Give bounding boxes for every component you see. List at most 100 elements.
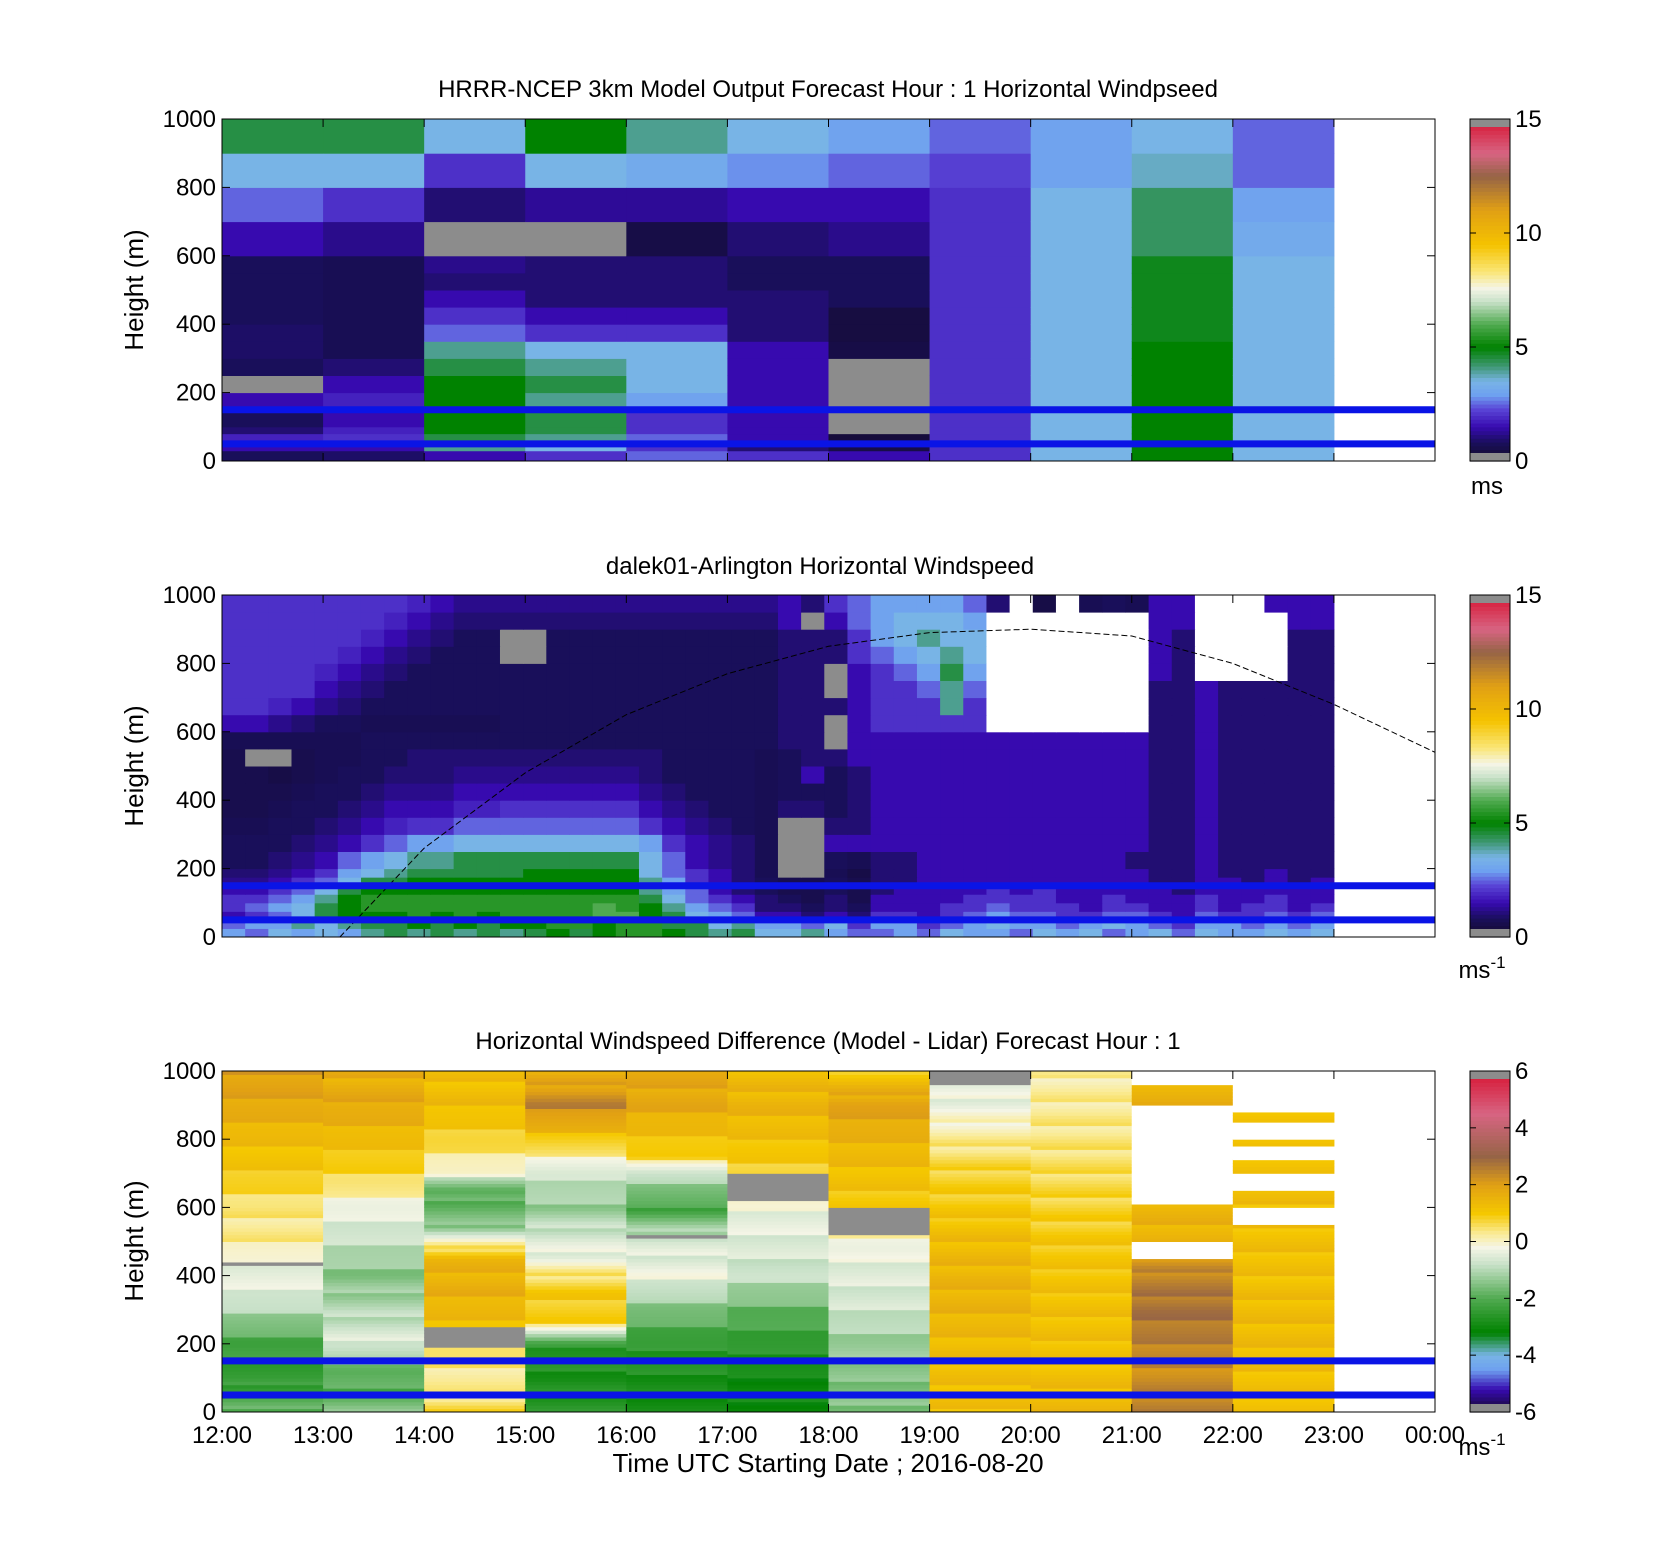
colorbar-segment — [1470, 1347, 1510, 1352]
colorbar-segment — [1470, 1180, 1510, 1186]
heatmap-cell — [1218, 612, 1242, 630]
heatmap-cell — [940, 612, 964, 630]
heatmap-cell — [916, 766, 941, 784]
heatmap-cell — [525, 1105, 627, 1110]
heatmap-cell — [1131, 1289, 1234, 1294]
colorbar-segment — [1470, 183, 1510, 188]
heatmap-cell — [1241, 928, 1265, 937]
heatmap-cell — [986, 817, 1011, 835]
heatmap-cell — [1131, 1193, 1234, 1198]
heatmap-cell — [777, 766, 802, 784]
heatmap-cell — [476, 902, 501, 912]
heatmap-cell — [828, 1343, 931, 1348]
heatmap-cell — [626, 392, 728, 411]
heatmap-cell — [626, 1132, 728, 1137]
heatmap-cell — [828, 1091, 931, 1096]
heatmap-cell — [1030, 1227, 1133, 1232]
heatmap-cell — [1232, 1142, 1335, 1147]
heatmap-cell — [476, 766, 501, 784]
heatmap-cell — [929, 153, 1032, 188]
heatmap-cell — [569, 851, 594, 870]
heatmap-cell — [222, 1071, 324, 1075]
heatmap-cell — [222, 1371, 324, 1375]
heatmap-cell — [727, 1388, 829, 1393]
heatmap-cell — [847, 680, 872, 699]
heatmap-cell — [499, 766, 524, 784]
heatmap-cell — [323, 1128, 425, 1133]
heatmap-cell — [1030, 1203, 1133, 1208]
heatmap-cell — [828, 1186, 931, 1191]
heatmap-cell — [222, 877, 246, 887]
heatmap-cell — [828, 1272, 931, 1277]
heatmap-cell — [525, 450, 627, 461]
heatmap-cell — [638, 731, 663, 750]
heatmap-cell — [731, 697, 756, 716]
heatmap-cell — [929, 1200, 1032, 1205]
heatmap-cell — [708, 714, 733, 733]
heatmap-cell — [1055, 783, 1080, 801]
panel-1-title: HRRR-NCEP 3km Model Output Forecast Hour… — [438, 76, 1218, 103]
heatmap-cell — [323, 153, 425, 188]
panel-2-heatmap — [222, 595, 1335, 937]
heatmap-cell — [1232, 1203, 1335, 1208]
heatmap-cell — [828, 1132, 931, 1137]
heatmap-cell — [929, 1139, 1032, 1144]
heatmap-cell — [929, 1388, 1032, 1393]
heatmap-cell — [1030, 1071, 1133, 1075]
heatmap-cell — [626, 1279, 728, 1283]
heatmap-cell — [523, 928, 547, 937]
heatmap-cell — [430, 919, 455, 929]
heatmap-cell — [1030, 1238, 1133, 1242]
heatmap-cell — [323, 1197, 425, 1202]
heatmap-cell — [727, 1132, 829, 1137]
heatmap-cell — [1125, 800, 1150, 818]
heatmap-cell — [708, 919, 733, 929]
heatmap-cell — [731, 851, 756, 870]
heatmap-cell — [424, 1377, 526, 1382]
heatmap-cell — [424, 1111, 526, 1116]
heatmap-cell — [801, 748, 825, 767]
heatmap-cell — [1218, 894, 1242, 904]
heatmap-cell — [801, 800, 825, 818]
heatmap-cell — [828, 1401, 931, 1406]
heatmap-cell — [1055, 817, 1080, 835]
heatmap-cell — [222, 272, 324, 291]
heatmap-cell — [337, 697, 362, 716]
heatmap-cell — [1194, 902, 1219, 912]
heatmap-cell — [828, 1159, 931, 1164]
heatmap-cell — [1030, 1340, 1133, 1345]
x-tick-label: 23:00 — [1304, 1422, 1364, 1449]
heatmap-cell — [929, 1193, 1032, 1198]
heatmap-cell — [1218, 731, 1242, 750]
heatmap-cell — [626, 1405, 728, 1410]
heatmap-cell — [727, 1347, 829, 1352]
colorbar-segment — [1470, 659, 1510, 664]
colorbar-segment — [1470, 236, 1510, 242]
heatmap-cell — [323, 1241, 425, 1246]
heatmap-cell — [828, 1292, 931, 1297]
heatmap-cell — [638, 851, 663, 870]
heatmap-cell — [523, 697, 547, 716]
heatmap-cell — [424, 433, 526, 445]
heatmap-cell — [360, 834, 385, 852]
heatmap-cell — [727, 290, 829, 308]
heatmap-cell — [847, 612, 872, 630]
heatmap-cell — [424, 1275, 526, 1280]
heatmap-cell — [1131, 1122, 1234, 1127]
heatmap-cell — [1264, 919, 1289, 929]
heatmap-cell — [222, 817, 246, 835]
heatmap-cell — [1131, 443, 1234, 452]
heatmap-cell — [626, 1146, 728, 1150]
heatmap-cell — [525, 1118, 627, 1123]
heatmap-cell — [1131, 324, 1234, 342]
heatmap-cell — [1131, 1296, 1234, 1300]
heatmap-cell — [685, 646, 709, 664]
heatmap-cell — [1148, 646, 1173, 664]
heatmap-cell — [476, 877, 501, 887]
heatmap-cell — [727, 1241, 829, 1246]
heatmap-cell — [1310, 646, 1335, 664]
colorbar-segment — [1470, 134, 1510, 139]
colorbar-segment — [1470, 286, 1510, 291]
heatmap-cell — [430, 595, 455, 613]
heatmap-cell — [1232, 1135, 1335, 1140]
